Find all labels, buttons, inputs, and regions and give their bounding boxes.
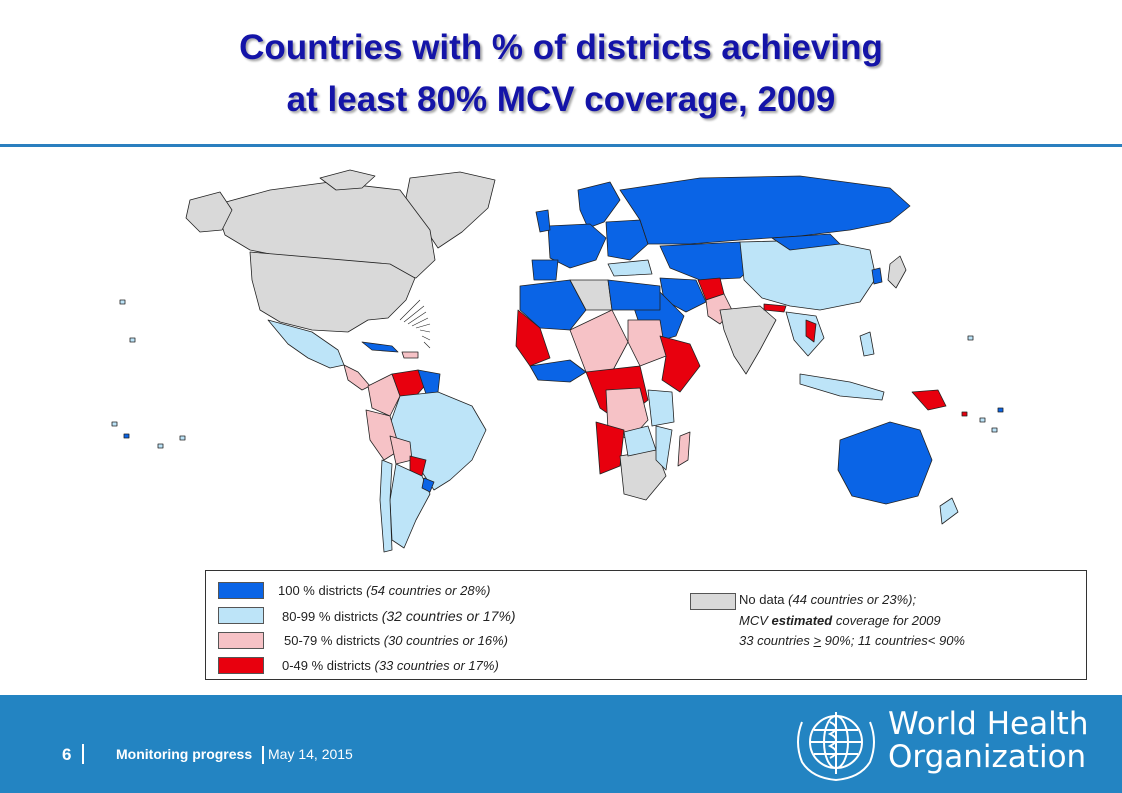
who-emblem-icon <box>797 712 875 782</box>
region-turkey <box>607 259 653 277</box>
region-eastern-europe <box>605 219 649 261</box>
legend-label-no-data: No data (44 countries or 23%); <box>739 592 917 607</box>
region-india <box>719 305 777 375</box>
region-pacific-1 <box>119 299 126 305</box>
region-uk <box>535 209 551 233</box>
region-pacific-4 <box>123 433 130 439</box>
legend-swatch-50-79 <box>218 632 264 649</box>
region-mozambique <box>655 425 673 471</box>
title-rule <box>0 144 1122 147</box>
region-angola <box>595 421 625 475</box>
region-west-africa <box>529 359 587 383</box>
footer-section: Monitoring progress <box>116 746 253 762</box>
region-pacific-7 <box>961 411 968 417</box>
region-hispaniola <box>401 351 419 359</box>
legend-swatch-0-49 <box>218 657 264 674</box>
region-se-asia <box>785 311 825 357</box>
legend-label-50-79: 50-79 % districts (30 countries or 16%) <box>284 633 508 648</box>
legend-label-0-49: 0-49 % districts (33 countries or 17%) <box>282 658 499 673</box>
footer-bar <box>0 695 1122 793</box>
legend-swatch-80-99 <box>218 607 264 624</box>
region-japan <box>887 255 907 289</box>
footer-separator <box>262 746 264 764</box>
region-pacific-6 <box>179 435 186 441</box>
region-central-america <box>343 364 371 391</box>
footer-date: May 14, 2015 <box>268 746 353 762</box>
legend-label-100: 100 % districts (54 countries or 28%) <box>278 583 491 598</box>
region-chile <box>379 459 393 553</box>
region-argentina <box>389 463 431 549</box>
region-sahel-west <box>515 309 551 367</box>
region-pacific-3 <box>111 421 118 427</box>
region-scandinavia <box>577 181 621 229</box>
title-line-1: Countries with % of districts achieving <box>239 28 883 67</box>
title-line-2: at least 80% MCV coverage, 2009 <box>286 80 836 119</box>
region-cuba <box>361 341 399 353</box>
region-china <box>739 239 877 311</box>
region-uruguay <box>421 477 435 493</box>
region-horn <box>659 335 701 393</box>
region-alaska <box>185 191 233 233</box>
legend-label-80-99: 80-99 % districts (32 countries or 17%) <box>282 608 516 624</box>
region-mongolia <box>771 233 841 251</box>
region-laos <box>805 319 817 343</box>
region-peru <box>365 409 401 461</box>
region-korea <box>871 267 883 285</box>
who-logo-text: World Health Organization <box>888 708 1089 774</box>
region-png <box>911 389 947 411</box>
region-nigeria-chad <box>569 309 629 373</box>
caribbean-callout <box>399 299 431 349</box>
map-legend: 100 % districts (54 countries or 28%) 80… <box>205 570 1087 680</box>
region-venezuela <box>391 369 429 397</box>
region-western-europe <box>547 223 607 269</box>
region-philippines <box>859 331 875 357</box>
region-new-zealand <box>939 497 959 525</box>
region-pacific-10 <box>967 335 974 341</box>
legend-swatch-no-data <box>690 593 736 610</box>
region-pacific-11 <box>991 427 998 433</box>
region-sudan <box>627 319 667 367</box>
legend-no-data-note: MCV estimated coverage for 2009 <box>739 613 941 628</box>
legend-no-data-breakdown: 33 countries > 90%; 11 countries< 90% <box>739 633 965 648</box>
who-logo-line-1: World Health <box>888 706 1089 742</box>
region-indonesia <box>799 373 885 401</box>
region-pacific-2 <box>129 337 136 343</box>
slide-title: Countries with % of districts achieving … <box>0 22 1122 126</box>
region-usa <box>249 251 416 333</box>
region-arctic-islands <box>319 169 376 191</box>
who-logo-line-2: Organization <box>888 739 1087 775</box>
region-pacific-5 <box>157 443 164 449</box>
region-nepal <box>763 303 787 313</box>
world-map <box>111 169 1004 553</box>
legend-swatch-100 <box>218 582 264 599</box>
region-pacific-9 <box>997 407 1004 413</box>
region-iberia <box>531 259 559 281</box>
region-colombia <box>367 373 401 417</box>
region-russia <box>619 175 911 245</box>
page-number-separator <box>82 744 84 764</box>
region-east-africa <box>647 389 675 427</box>
page-number: 6 <box>62 745 72 764</box>
region-libya-egypt <box>607 279 661 311</box>
region-pacific-8 <box>979 417 986 423</box>
region-mexico <box>267 319 345 369</box>
region-australia <box>837 421 933 505</box>
region-madagascar <box>677 431 691 467</box>
